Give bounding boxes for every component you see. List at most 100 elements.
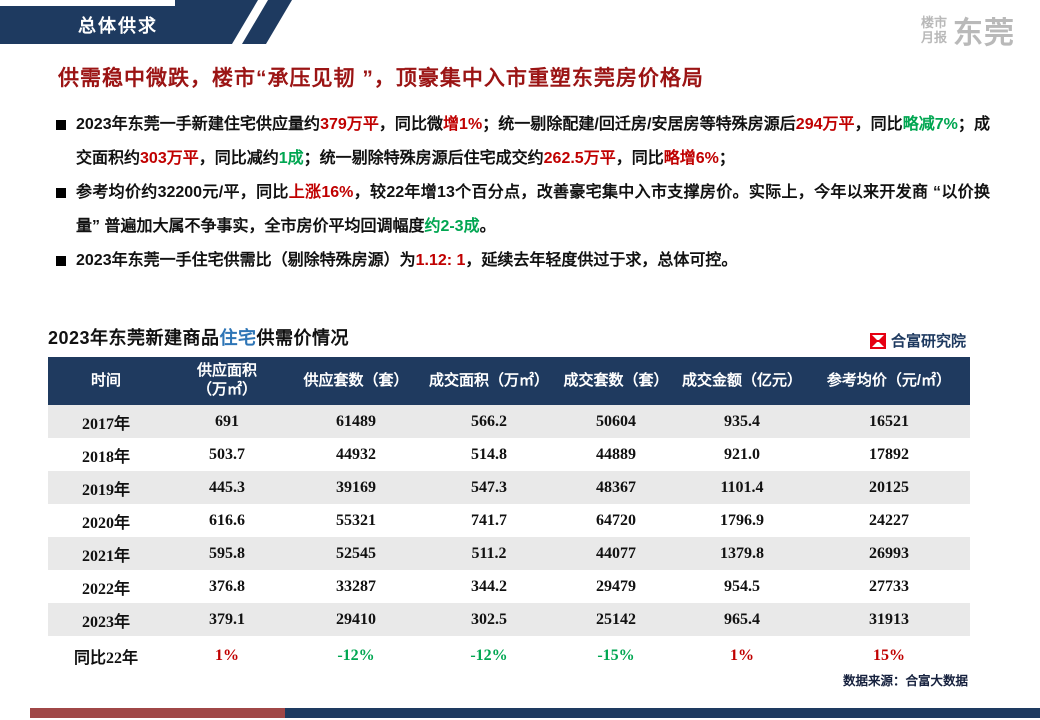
table-header-cell: 供应面积 （万㎡） (164, 357, 290, 405)
table-cell: 39169 (290, 471, 422, 504)
bullet-text-segment: 303万平 (140, 150, 199, 167)
supply-demand-price-table: 时间 供应面积 （万㎡） 供应套数（套） 成交面积（万㎡） 成交套数（套） 成交金额（亿元… (48, 357, 970, 676)
table-title-segment: 2023年东莞新建商品 (48, 328, 220, 348)
table-cell: 31913 (808, 603, 970, 636)
yoy-value-cell: 1% (164, 636, 290, 676)
table-cell: 50604 (556, 405, 676, 438)
bullet-text-segment: ，同比 (854, 116, 903, 133)
masthead-logo: 楼市 月报 东莞 (921, 8, 1015, 52)
table-row: 2017年 691 61489 566.2 50604 935.4 16521 (48, 405, 970, 438)
data-source-note: 数据来源：合富大数据 (842, 674, 968, 688)
bullet-text-segment: 略增6% (663, 150, 719, 167)
table-cell: 376.8 (209, 577, 245, 595)
table-cell: 566.2 (422, 405, 556, 438)
table-header-cell: 成交金额（亿元） (676, 357, 808, 405)
masthead-subtitle-line1: 楼市 (920, 15, 947, 30)
bullet-text-segment: ； (718, 150, 735, 167)
bullet-text-segment: 294万平 (795, 116, 855, 133)
table-cell: 2020年 (81, 514, 130, 532)
table-cell: 2023年 (48, 603, 164, 636)
table-cell: 48367 (556, 471, 676, 504)
table-cell: 741.7 (471, 511, 507, 529)
table-cell: 616.6 (209, 511, 245, 529)
table-header-row: 时间 供应面积 （万㎡） 供应套数（套） 成交面积（万㎡） 成交套数（套） 成交金额（亿元… (48, 357, 970, 405)
bullet-text-segment: 1.12: 1 (415, 252, 466, 269)
footer-bar-red (30, 708, 285, 718)
section-banner-label: 总体供求 (78, 16, 158, 36)
bullet-text-segment: 约2-3成 (424, 218, 480, 235)
banner-slash-graphic (0, 0, 292, 44)
table-cell: 965.4 (676, 603, 808, 636)
research-brand-label: 合富研究院 (890, 333, 966, 350)
bullet-text-segment: 略减7% (902, 116, 958, 133)
table-cell: 33287 (336, 577, 376, 595)
bullet-item: 2023年东莞一手新建住宅供应量约379万平，同比微增1%；统一剔除配建/回迁房… (56, 108, 990, 176)
table-cell: 25142 (556, 603, 676, 636)
table-cell: 302.5 (422, 603, 556, 636)
bullet-text-segment: 1成 (278, 150, 304, 167)
table-row: 2019年 445.3 39169 547.3 48367 1101.4 20125 (48, 471, 970, 504)
bullet-text-segment: 参考均价约32200元/平，同比 (76, 184, 289, 201)
table-cell: 24227 (869, 511, 909, 529)
table-cell: 379.1 (164, 603, 290, 636)
table-cell: 17892 (869, 445, 909, 463)
table-cell: 29479 (596, 577, 636, 595)
table-cell: 26993 (808, 537, 970, 570)
yoy-value-cell: 15% (808, 636, 970, 676)
table-cell: 1796.9 (720, 511, 764, 529)
masthead-city: 东莞 (953, 17, 1015, 50)
hopefluent-logo-icon (869, 332, 886, 349)
bullet-text-segment: ，同比微 (378, 116, 444, 133)
table-row: 2021年 595.8 52545 511.2 44077 1379.8 26993 (48, 537, 970, 570)
bullet-text-segment: 262.5万平 (543, 150, 616, 167)
table-cell: 1379.8 (676, 537, 808, 570)
page-title: 供需稳中微跌，楼市“承压见韧 ”，顶豪集中入市重塑东莞房价格局 (58, 67, 704, 90)
bullet-square-icon (56, 256, 66, 266)
table-header-cell: 成交面积（万㎡） (422, 357, 556, 405)
table-row: 2020年 616.6 55321 741.7 64720 1796.9 24227 (48, 504, 970, 537)
table-cell: 44932 (336, 445, 376, 463)
bullet-item: 2023年东莞一手住宅供需比（剔除特殊房源）为1.12: 1，延续去年轻度供过于… (56, 244, 990, 278)
table-cell: 1101.4 (676, 471, 808, 504)
bullet-text-segment: 上涨16% (288, 184, 354, 201)
masthead-subtitle: 楼市 月报 (921, 15, 947, 45)
footer-bar-navy (285, 708, 1040, 718)
table-cell: 2021年 (48, 537, 164, 570)
table-title-segment: 住宅 (219, 328, 257, 348)
table-row: 2018年 503.7 44932 514.8 44889 921.0 17892 (48, 438, 970, 471)
table-cell: 344.2 (471, 577, 507, 595)
table-row: 2023年 379.1 29410 302.5 25142 965.4 31913 (48, 603, 970, 636)
bullet-text-segment: ，延续去年轻度供过于求，总体可控。 (465, 252, 738, 269)
table-title: 2023年东莞新建商品住宅供需价情况 (48, 324, 349, 350)
table-cell: 921.0 (724, 445, 760, 463)
yoy-label-cell: 同比22年 (48, 636, 164, 676)
yoy-value-cell: -12% (290, 636, 422, 676)
bullet-text-segment: ；统一剔除配建/回迁房/安居房等特殊房源后 (482, 116, 796, 133)
table-cell: 55321 (336, 511, 376, 529)
bullet-text-segment: 。 (479, 218, 496, 235)
table-cell: 61489 (290, 405, 422, 438)
table-title-segment: 供需价情况 (256, 328, 350, 348)
bullet-text-segment: 增1% (443, 116, 483, 133)
table-cell: 935.4 (676, 405, 808, 438)
bullet-item: 参考均价约32200元/平，同比上涨16%，较22年增13个百分点，改善豪宅集中… (56, 176, 990, 244)
table-cell: 445.3 (164, 471, 290, 504)
table-cell: 2019年 (48, 471, 164, 504)
research-brand: 合富研究院 (869, 330, 966, 351)
table-cell: 954.5 (724, 577, 760, 595)
yoy-value-cell: 1% (676, 636, 808, 676)
table-header-cell: 成交套数（套） (556, 357, 676, 405)
bullet-text-segment: 2023年东莞一手新建住宅供应量约 (76, 116, 321, 133)
bullet-text-segment: ，同比 (615, 150, 664, 167)
table-yoy-row: 同比22年 1% -12% -12% -15% 1% 15% (48, 636, 970, 676)
bullet-text-segment: ；统一剔除特殊房源后住宅成交约 (303, 150, 544, 167)
table-cell: 2022年 (81, 580, 130, 598)
table-cell: 595.8 (164, 537, 290, 570)
bullet-square-icon (56, 188, 66, 198)
bullet-text-segment: 379万平 (320, 116, 379, 133)
bullet-square-icon (56, 120, 66, 130)
bullet-text-segment: 2023年东莞一手住宅供需比（剔除特殊房源）为 (76, 252, 416, 269)
table-cell: 514.8 (471, 445, 507, 463)
table-cell: 2018年 (81, 448, 130, 466)
table-cell: 29410 (290, 603, 422, 636)
